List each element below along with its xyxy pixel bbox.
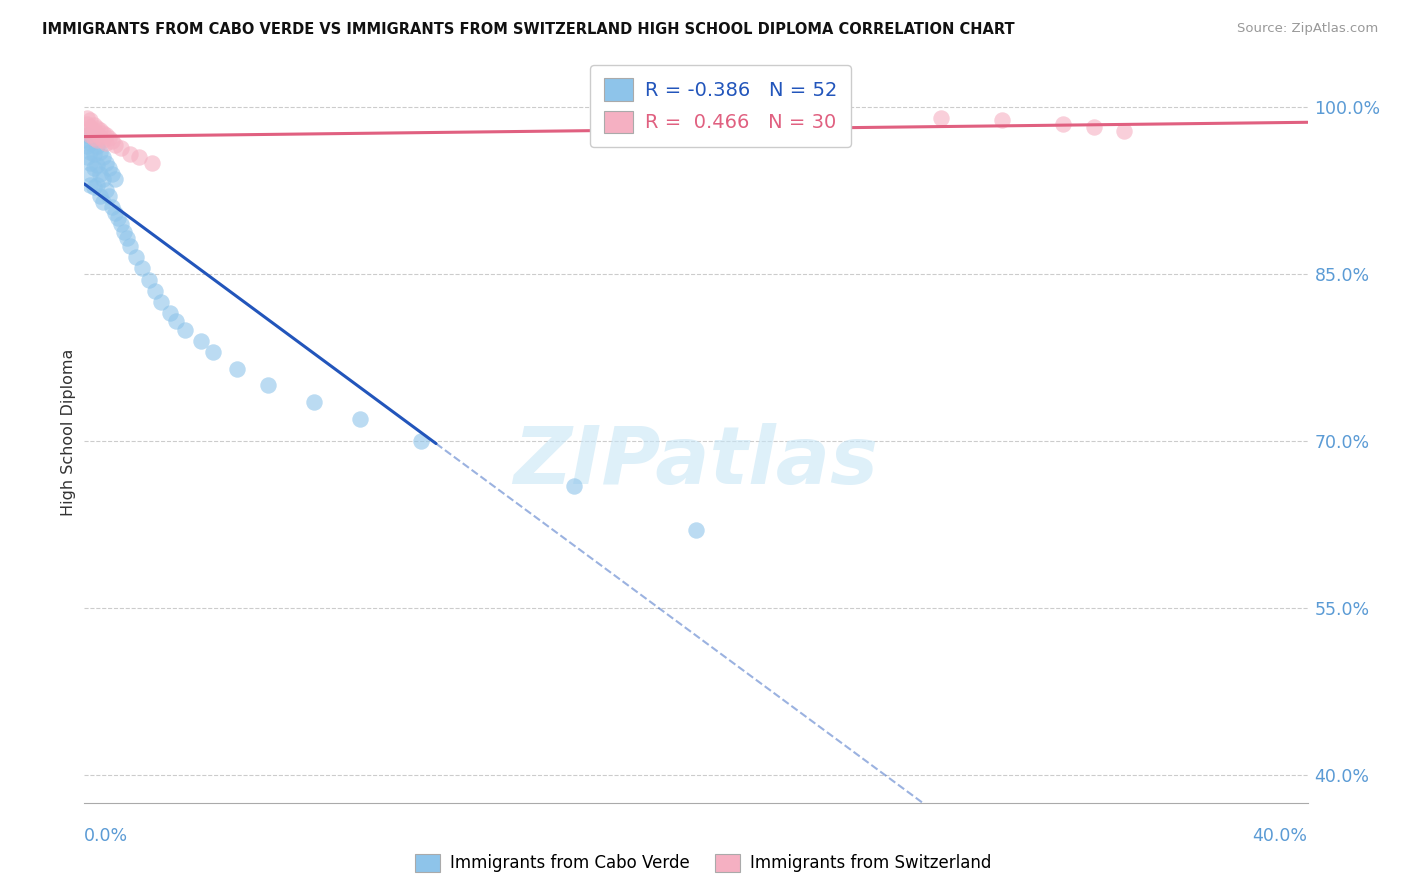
Point — [115, 231, 138, 245]
Point — [120, 146, 142, 161]
Point — [86, 139, 108, 153]
Point — [107, 211, 129, 226]
Text: 0.0%: 0.0% — [84, 827, 128, 846]
Point — [201, 345, 224, 359]
Point — [94, 136, 117, 150]
Point — [1114, 124, 1136, 138]
Point — [110, 217, 132, 231]
Point — [1052, 117, 1074, 131]
Point — [91, 194, 114, 209]
Legend: Immigrants from Cabo Verde, Immigrants from Switzerland: Immigrants from Cabo Verde, Immigrants f… — [408, 847, 998, 879]
Text: Source: ZipAtlas.com: Source: ZipAtlas.com — [1237, 22, 1378, 36]
Point — [94, 155, 117, 169]
Point — [120, 239, 142, 253]
Point — [79, 178, 101, 192]
Point — [112, 225, 135, 239]
Point — [91, 172, 114, 186]
Point — [97, 189, 120, 203]
Point — [89, 123, 111, 137]
Point — [83, 146, 105, 161]
Point — [128, 150, 150, 164]
Point — [83, 131, 105, 145]
Point — [302, 395, 325, 409]
Point — [79, 145, 101, 159]
Point — [79, 167, 101, 181]
Point — [83, 118, 105, 132]
Point — [86, 127, 108, 141]
Point — [94, 128, 117, 142]
Point — [190, 334, 212, 348]
Point — [76, 124, 98, 138]
Point — [149, 294, 172, 309]
Point — [83, 161, 105, 176]
Point — [86, 158, 108, 172]
Text: IMMIGRANTS FROM CABO VERDE VS IMMIGRANTS FROM SWITZERLAND HIGH SCHOOL DIPLOMA CO: IMMIGRANTS FROM CABO VERDE VS IMMIGRANTS… — [42, 22, 1015, 37]
Point — [76, 150, 98, 164]
Point — [83, 180, 105, 194]
Point — [159, 306, 181, 320]
Point — [76, 117, 98, 131]
Point — [562, 478, 585, 492]
Point — [97, 161, 120, 176]
Point — [174, 323, 197, 337]
Point — [89, 145, 111, 159]
Point — [79, 113, 101, 128]
Point — [76, 111, 98, 125]
Y-axis label: High School Diploma: High School Diploma — [60, 349, 76, 516]
Point — [929, 111, 952, 125]
Point — [226, 361, 249, 376]
Point — [143, 284, 166, 298]
Point — [101, 135, 124, 149]
Text: 40.0%: 40.0% — [1253, 827, 1308, 846]
Point — [110, 141, 132, 155]
Point — [1083, 120, 1105, 134]
Point — [94, 184, 117, 198]
Point — [79, 120, 101, 134]
Point — [91, 126, 114, 140]
Point — [349, 411, 371, 425]
Point — [83, 131, 105, 145]
Point — [991, 113, 1014, 128]
Point — [86, 121, 108, 136]
Point — [104, 205, 127, 219]
Point — [89, 130, 111, 145]
Point — [97, 131, 120, 145]
Point — [83, 123, 105, 137]
Point — [131, 261, 153, 276]
Point — [76, 139, 98, 153]
Point — [89, 167, 111, 181]
Point — [91, 150, 114, 164]
Point — [76, 133, 98, 147]
Point — [104, 137, 127, 152]
Point — [104, 172, 127, 186]
Point — [409, 434, 432, 448]
Point — [86, 178, 108, 192]
Point — [138, 272, 160, 286]
Point — [91, 133, 114, 147]
Point — [165, 314, 187, 328]
Point — [101, 167, 124, 181]
Point — [79, 136, 101, 150]
Point — [76, 128, 98, 142]
Text: ZIPatlas: ZIPatlas — [513, 423, 879, 501]
Point — [101, 200, 124, 214]
Point — [257, 378, 280, 392]
Point — [86, 133, 108, 147]
Point — [685, 523, 707, 537]
Point — [89, 189, 111, 203]
Point — [79, 155, 101, 169]
Point — [141, 155, 163, 169]
Legend: R = -0.386   N = 52, R =  0.466   N = 30: R = -0.386 N = 52, R = 0.466 N = 30 — [591, 65, 851, 146]
Point — [125, 250, 148, 264]
Point — [79, 128, 101, 142]
